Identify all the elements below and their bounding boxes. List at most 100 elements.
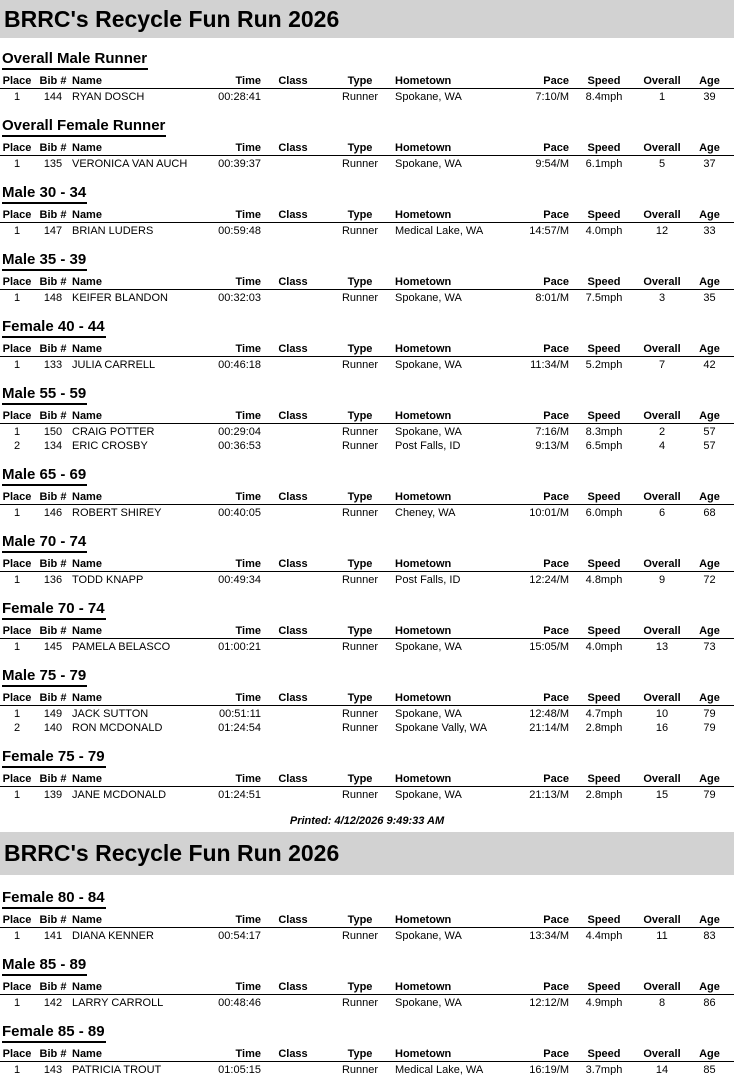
cell-place: 1 bbox=[0, 89, 34, 104]
column-header-hometown: Hometown bbox=[395, 912, 523, 928]
column-header-time: Time bbox=[213, 274, 261, 290]
cell-bib: 147 bbox=[34, 223, 72, 238]
cell-class bbox=[261, 995, 325, 1010]
cell-hometown: Spokane, WA bbox=[395, 89, 523, 104]
cell-hometown: Spokane, WA bbox=[395, 787, 523, 802]
cell-overall: 12 bbox=[639, 223, 685, 238]
column-header-speed: Speed bbox=[569, 73, 639, 89]
column-header-class: Class bbox=[261, 623, 325, 639]
cell-text-hometown: Spokane, WA bbox=[395, 360, 462, 370]
cell-text-age: 79 bbox=[703, 709, 716, 719]
cell-type: Runner bbox=[325, 572, 395, 587]
cell-text-class bbox=[261, 998, 325, 1008]
cell-speed: 4.0mph bbox=[569, 639, 639, 654]
column-header-class: Class bbox=[261, 408, 325, 424]
cell-text-type: Runner bbox=[341, 1065, 379, 1075]
cell-speed: 4.0mph bbox=[569, 223, 639, 238]
cell-class bbox=[261, 787, 325, 802]
cell-text-name: VERONICA VAN AUCH bbox=[72, 159, 188, 169]
cell-text-speed: 6.0mph bbox=[585, 508, 623, 518]
cell-bib: 140 bbox=[34, 720, 72, 734]
column-header-name: Name bbox=[72, 140, 213, 156]
cell-text-bib: 143 bbox=[43, 1065, 63, 1075]
column-header-time: Time bbox=[213, 207, 261, 223]
cell-overall: 4 bbox=[639, 438, 685, 452]
column-header-bib: Bib # bbox=[34, 489, 72, 505]
result-section-female-80-84: Female 80 - 84 Place Bib # Name Time Class Typ… bbox=[0, 889, 734, 942]
results-table-head: Place Bib # Name Time Class Type Hometown Pace S… bbox=[0, 140, 734, 156]
cell-text-overall: 8 bbox=[658, 998, 666, 1008]
column-header-name: Name bbox=[72, 489, 213, 505]
cell-place: 2 bbox=[0, 720, 34, 734]
column-header-speed: Speed bbox=[569, 771, 639, 787]
result-section-overall-female-runner: Overall Female Runner Place Bib # Name Time C… bbox=[0, 117, 734, 170]
results-table: Place Bib # Name Time Class Type Hometown Pace S… bbox=[0, 623, 734, 653]
cell-hometown: Medical Lake, WA bbox=[395, 223, 523, 238]
cell-class bbox=[261, 720, 325, 734]
cell-text-name: JANE MCDONALD bbox=[72, 790, 167, 800]
results-table: Place Bib # Name Time Class Type Hometown Pace S… bbox=[0, 489, 734, 519]
cell-text-pace: 9:54/M bbox=[535, 159, 569, 169]
cell-text-type: Runner bbox=[341, 92, 379, 102]
cell-class bbox=[261, 89, 325, 104]
column-header-type: Type bbox=[325, 690, 395, 706]
cell-text-class bbox=[261, 293, 325, 303]
result-section-male-55-59: Male 55 - 59 Place Bib # Name Time Class Type H… bbox=[0, 385, 734, 452]
cell-speed: 2.8mph bbox=[569, 787, 639, 802]
cell-text-age: 72 bbox=[703, 575, 716, 585]
results-table-body: 1 145 PAMELA BELASCO 01:00:21 Runner Spokane,… bbox=[0, 639, 734, 654]
cell-class bbox=[261, 438, 325, 452]
cell-overall: 11 bbox=[639, 928, 685, 943]
column-header-time: Time bbox=[213, 979, 261, 995]
cell-time: 00:28:41 bbox=[213, 89, 261, 104]
cell-text-hometown: Medical Lake, WA bbox=[395, 1065, 484, 1075]
column-header-name: Name bbox=[72, 979, 213, 995]
cell-text-type: Runner bbox=[341, 441, 379, 451]
result-row: 1 149 JACK SUTTON 00:51:11 Runner Spokane, WA… bbox=[0, 706, 734, 721]
cell-pace: 8:01/M bbox=[523, 290, 569, 305]
cell-text-pace: 12:12/M bbox=[529, 998, 569, 1008]
cell-text-hometown: Spokane, WA bbox=[395, 642, 462, 652]
cell-place: 1 bbox=[0, 505, 34, 520]
column-header-speed: Speed bbox=[569, 979, 639, 995]
cell-text-place: 1 bbox=[13, 427, 21, 437]
cell-bib: 139 bbox=[34, 787, 72, 802]
result-row: 1 136 TODD KNAPP 00:49:34 Runner Post Falls, … bbox=[0, 572, 734, 587]
cell-text-speed: 4.0mph bbox=[585, 226, 623, 236]
column-header-pace: Pace bbox=[523, 556, 569, 572]
cell-text-place: 1 bbox=[13, 360, 21, 370]
result-section-male-85-89: Male 85 - 89 Place Bib # Name Time Class Type H… bbox=[0, 956, 734, 1009]
cell-type: Runner bbox=[325, 995, 395, 1010]
section-heading: Male 30 - 34 bbox=[2, 184, 88, 204]
column-header-place: Place bbox=[0, 408, 34, 424]
column-header-bib: Bib # bbox=[34, 73, 72, 89]
column-header-name: Name bbox=[72, 341, 213, 357]
column-header-row: Place Bib # Name Time Class Type Hometown Pace S… bbox=[0, 1046, 734, 1062]
cell-text-age: 79 bbox=[703, 790, 716, 800]
cell-age: 68 bbox=[685, 505, 734, 520]
column-header-age: Age bbox=[685, 140, 734, 156]
cell-age: 79 bbox=[685, 706, 734, 721]
cell-text-bib: 145 bbox=[43, 642, 63, 652]
result-row: 1 146 ROBERT SHIREY 00:40:05 Runner Cheney, W… bbox=[0, 505, 734, 520]
cell-hometown: Post Falls, ID bbox=[395, 572, 523, 587]
cell-text-age: 73 bbox=[703, 642, 716, 652]
cell-bib: 142 bbox=[34, 995, 72, 1010]
cell-class bbox=[261, 639, 325, 654]
cell-time: 00:49:34 bbox=[213, 572, 261, 587]
cell-type: Runner bbox=[325, 156, 395, 171]
cell-text-type: Runner bbox=[341, 709, 379, 719]
results-table-body: 1 133 JULIA CARRELL 00:46:18 Runner Spokane, … bbox=[0, 357, 734, 372]
column-header-hometown: Hometown bbox=[395, 771, 523, 787]
cell-overall: 6 bbox=[639, 505, 685, 520]
cell-text-class bbox=[261, 790, 325, 800]
cell-text-speed: 4.9mph bbox=[585, 998, 623, 1008]
column-header-speed: Speed bbox=[569, 207, 639, 223]
cell-pace: 15:05/M bbox=[523, 639, 569, 654]
cell-age: 85 bbox=[685, 1062, 734, 1077]
cell-hometown: Medical Lake, WA bbox=[395, 1062, 523, 1077]
result-section-male-30-34: Male 30 - 34 Place Bib # Name Time Class Type H… bbox=[0, 184, 734, 237]
cell-text-speed: 2.8mph bbox=[585, 790, 623, 800]
cell-hometown: Post Falls, ID bbox=[395, 438, 523, 452]
cell-text-time: 01:24:54 bbox=[218, 723, 261, 733]
